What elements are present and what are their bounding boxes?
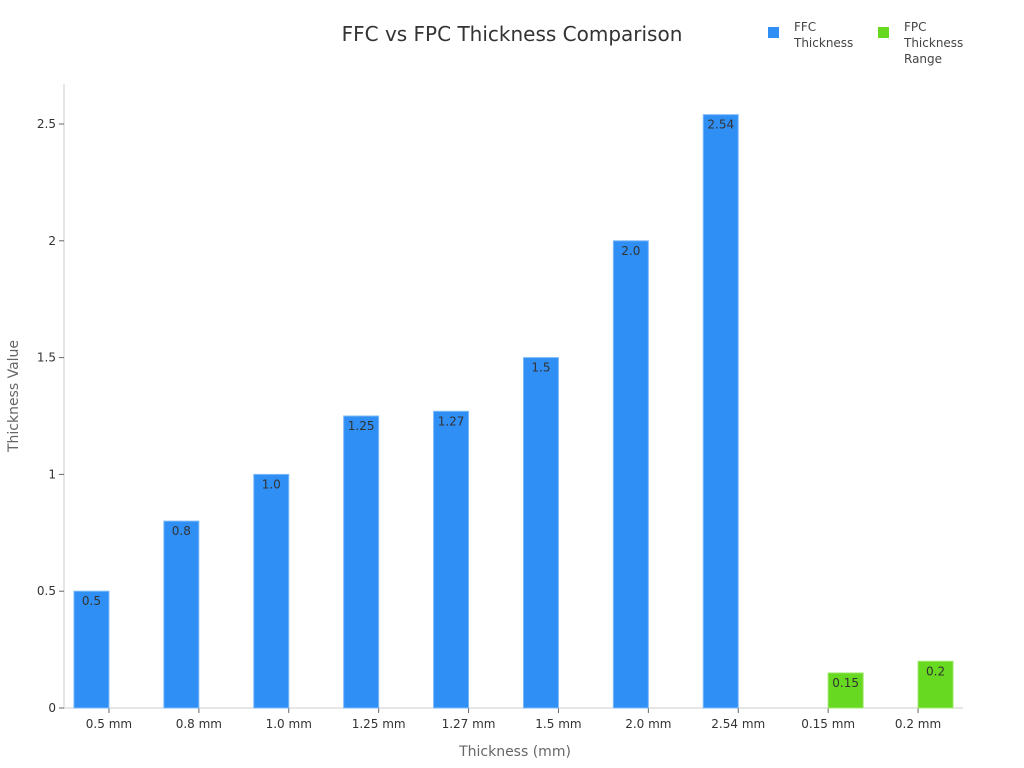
bar[interactable]	[163, 520, 200, 709]
bar-value-label: 1.25	[348, 419, 375, 433]
bar-value-label: 1.5	[531, 361, 550, 375]
y-axis-label: Thickness Value	[6, 340, 22, 453]
x-tick-label: 1.25 mm	[352, 717, 406, 731]
x-tick-label: 1.27 mm	[442, 717, 496, 731]
chart-title: FFC vs FPC Thickness Comparison	[341, 22, 683, 46]
bar[interactable]	[253, 473, 290, 709]
x-tick-label: 0.5 mm	[86, 717, 132, 731]
x-tick-label: 0.8 mm	[176, 717, 222, 731]
x-tick-label: 0.2 mm	[895, 717, 941, 731]
y-tick-label: 0	[48, 701, 56, 715]
bar[interactable]	[827, 672, 864, 709]
bar-value-label: 1.27	[438, 414, 465, 428]
y-tick-label: 2.5	[37, 117, 56, 131]
bar-value-label: 2.0	[621, 244, 640, 258]
x-tick-label: 0.15 mm	[801, 717, 855, 731]
chart-legend: FFC Thickness FPC Thickness Range	[768, 19, 974, 67]
bar[interactable]	[73, 590, 110, 709]
bar[interactable]	[343, 415, 380, 709]
legend-label-ffc: FFC Thickness	[794, 20, 854, 50]
bar-value-label: 0.8	[172, 524, 191, 538]
y-tick-label: 1.5	[37, 351, 56, 365]
x-tick-label: 2.54 mm	[711, 717, 765, 731]
legend-item-fpc[interactable]: FPC Thickness Range	[878, 19, 974, 67]
bar[interactable]	[612, 240, 649, 709]
x-tick-label: 1.0 mm	[266, 717, 312, 731]
y-tick-label: 2	[48, 234, 56, 248]
bar[interactable]	[522, 357, 559, 709]
legend-swatch-ffc	[768, 27, 779, 38]
legend-label-fpc: FPC Thickness Range	[904, 20, 964, 66]
bar[interactable]	[702, 114, 739, 709]
bar[interactable]	[917, 660, 954, 709]
y-axis: 0 0.5 1 1.5 2 2.5	[37, 84, 65, 715]
y-tick-label: 1	[48, 467, 56, 481]
x-tick-label: 1.5 mm	[535, 717, 581, 731]
bar-value-label: 0.15	[832, 676, 859, 690]
y-tick-label: 0.5	[37, 584, 56, 598]
bar-value-label: 0.2	[926, 664, 945, 678]
bar[interactable]	[433, 410, 470, 709]
x-axis: 0.5 mm 0.8 mm 1.0 mm 1.25 mm 1.27 mm 1.5 mm 2.…	[64, 707, 963, 731]
bar-value-label: 1.0	[262, 477, 281, 491]
bar-value-label: 0.5	[82, 594, 101, 608]
bar-value-label: 2.54	[707, 118, 734, 132]
x-axis-label: Thickness (mm)	[458, 744, 571, 760]
bars: 0.5 0.8 1.0 1.25 1.27 1.5 2.0 2.54 0.15 0.2	[73, 114, 954, 709]
x-tick-label: 2.0 mm	[625, 717, 671, 731]
legend-item-ffc[interactable]: FFC Thickness	[768, 19, 864, 67]
legend-swatch-fpc	[878, 27, 889, 38]
